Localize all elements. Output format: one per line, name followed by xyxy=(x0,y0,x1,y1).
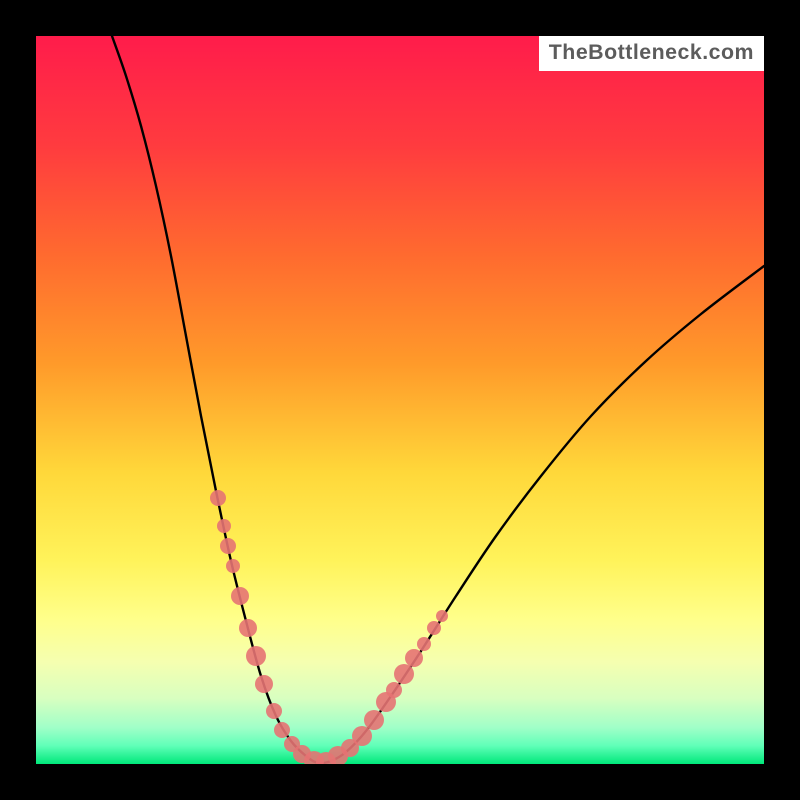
data-marker xyxy=(405,649,423,667)
data-marker xyxy=(239,619,257,637)
data-marker xyxy=(217,519,231,533)
data-marker xyxy=(210,490,226,506)
data-marker xyxy=(274,722,290,738)
plot-area: TheBottleneck.com xyxy=(36,36,764,764)
chart-svg xyxy=(36,36,764,764)
data-marker xyxy=(386,682,402,698)
watermark-label: TheBottleneck.com xyxy=(539,36,764,71)
data-marker xyxy=(436,610,448,622)
chart-frame: TheBottleneck.com xyxy=(0,0,800,800)
data-marker xyxy=(220,538,236,554)
data-marker xyxy=(417,637,431,651)
data-marker xyxy=(246,646,266,666)
data-marker xyxy=(255,675,273,693)
data-marker xyxy=(231,587,249,605)
data-marker xyxy=(266,703,282,719)
data-marker xyxy=(226,559,240,573)
data-marker xyxy=(352,726,372,746)
data-marker xyxy=(394,664,414,684)
data-marker xyxy=(364,710,384,730)
data-marker xyxy=(427,621,441,635)
